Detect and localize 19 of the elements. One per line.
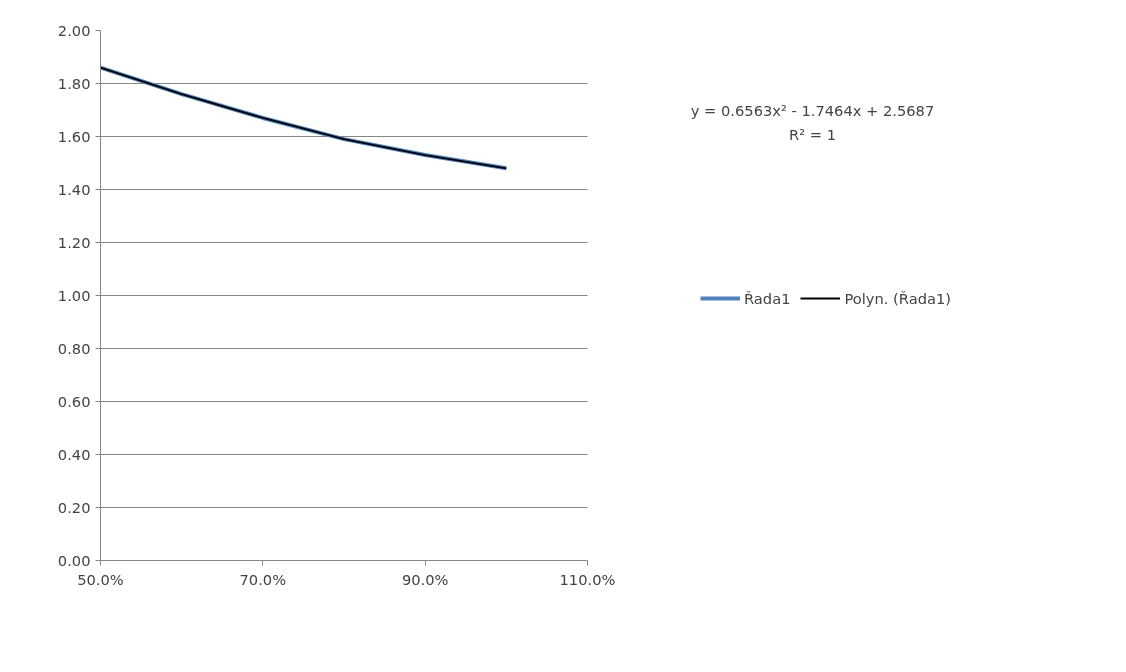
y-tick-label: 1.40 <box>57 180 91 198</box>
y-tick-label: 0.00 <box>57 551 91 569</box>
y-tick-label: 0.80 <box>57 339 91 357</box>
text: R² = 1 <box>789 125 836 143</box>
y-tick-label: 1.80 <box>57 74 91 92</box>
legend-label: Polyn. (Řada1) <box>844 289 951 307</box>
x-tick-label: 90.0% <box>401 570 449 588</box>
y-tick-label: 0.40 <box>57 445 91 463</box>
x-tick-label: 50.0% <box>77 570 124 588</box>
y-tick-label: 1.20 <box>57 233 91 251</box>
y-tick-label: 0.60 <box>57 392 91 410</box>
x-tick-label: 110.0% <box>559 570 616 588</box>
y-tick-label: 1.00 <box>57 286 91 304</box>
y-tick-label: 2.00 <box>57 21 91 39</box>
legend-label: Řada1 <box>744 289 791 307</box>
x-tick-label: 70.0% <box>239 570 287 588</box>
y-tick-label: 1.60 <box>57 127 91 145</box>
text: y = 0.6563x² - 1.7464x + 2.5687 <box>690 101 935 119</box>
y-tick-label: 0.20 <box>57 498 91 516</box>
